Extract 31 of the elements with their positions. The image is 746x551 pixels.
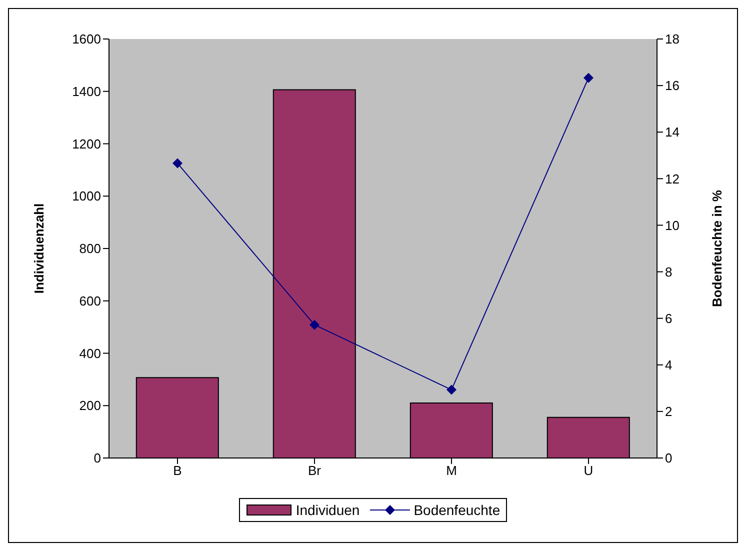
y2-tick-label: 10 [665,218,680,233]
point [172,158,182,168]
x-tick-label: M [446,463,457,478]
point [584,72,594,83]
y-tick-label: 200 [79,398,101,414]
y-tick-label: 800 [79,241,101,256]
y2-tick-label: 12 [665,171,680,186]
x-tick-label: B [173,463,182,478]
y2-axis-title: Bodenfeuchte in % [710,190,725,308]
y-tick-label: 1000 [72,188,101,204]
y2-tick-label: 8 [665,264,672,280]
y2-tick-label: 6 [665,310,672,326]
y2-tick-label: 16 [665,78,680,94]
y-tick-label: 400 [79,346,101,361]
y-tick-label: 0 [94,450,101,466]
point [446,384,456,395]
legend-label: Bodenfeuchte [412,502,500,518]
x-tick-label: Br [308,463,322,478]
y2-tick-label: 2 [665,404,672,420]
y-tick-label: 1400 [72,84,101,99]
y2-tick-label: 18 [665,32,680,47]
legend-label: Individuen [294,502,360,518]
y2-tick-label: 4 [665,358,672,373]
point [310,320,320,330]
y-tick-label: 1600 [72,32,101,47]
y-tick-label: 600 [79,293,101,308]
y-axis-title: Individuenzahl [32,203,47,294]
x-tick-label: U [584,463,594,478]
y-tick-label: 1200 [72,136,101,152]
y2-tick-label: 0 [665,450,672,466]
y2-tick-label: 14 [665,124,680,140]
